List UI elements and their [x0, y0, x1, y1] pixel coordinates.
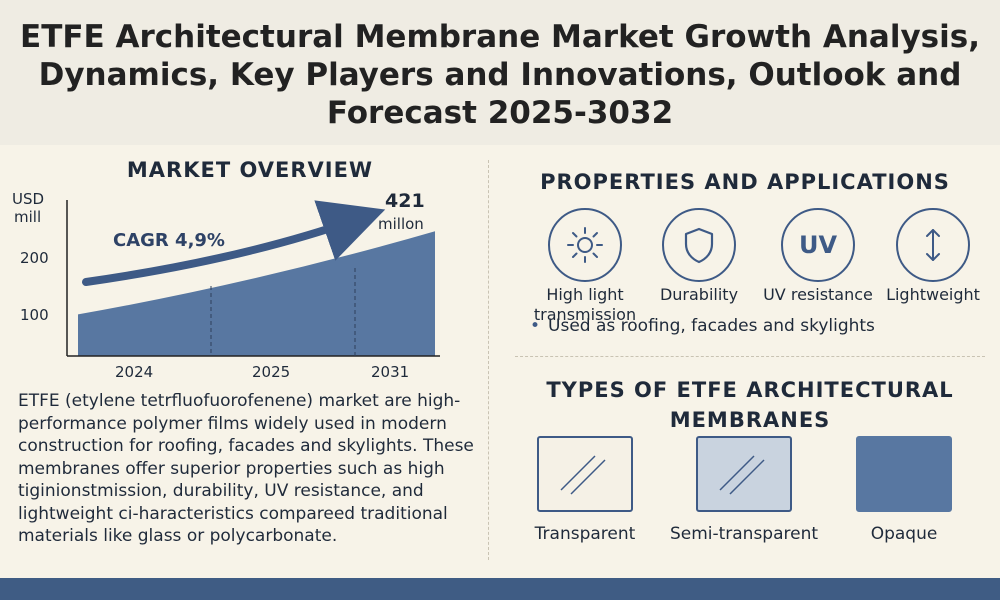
y-axis-label-line-2: mill	[14, 208, 41, 226]
footer-bar	[0, 578, 1000, 600]
x-tick-2031: 2031	[371, 363, 409, 381]
transparent-swatch	[537, 436, 633, 512]
property-durability: Durability	[639, 208, 759, 305]
usage-bullet: • Used as roofing, facades and skylights	[530, 316, 875, 336]
vertical-arrows-icon	[896, 208, 970, 282]
usage-text: Used as roofing, facades and skylights	[548, 316, 875, 336]
property-label-line: transmission	[533, 305, 637, 324]
property-lightweight: Lightweight	[873, 208, 993, 305]
market-chart: USD mill 200 100 CAGR 4,9% 421 millon 20…	[12, 190, 440, 381]
type-label: Semi-transparent	[669, 524, 819, 544]
semi-transparent-swatch	[696, 436, 792, 512]
uv-icon: UV	[781, 208, 855, 282]
header-banner	[0, 0, 1000, 145]
y-axis-label-line-1: USD	[12, 190, 44, 208]
bullet-icon: •	[530, 316, 541, 336]
y-tick-200: 200	[20, 249, 49, 267]
types-heading: TYPES OF ETFE ARCHITECTURAL MEMBRANES	[520, 375, 980, 435]
market-overview-heading: MARKET OVERVIEW	[126, 158, 374, 182]
y-tick-100: 100	[20, 306, 49, 324]
types-heading-line: MEMBRANES	[669, 408, 831, 432]
x-tick-2024: 2024	[115, 363, 153, 381]
growth-arrow	[82, 200, 386, 286]
shield-icon	[662, 208, 736, 282]
property-label-line: UV resistance	[763, 285, 873, 304]
sun-icon	[548, 208, 622, 282]
page-title: ETFE Architectural Membrane Market Growt…	[20, 19, 980, 131]
property-uv-resistance: UV UV resistance	[758, 208, 878, 305]
types-heading-line: TYPES OF ETFE ARCHITECTURAL	[546, 378, 954, 402]
type-label: Opaque	[870, 524, 938, 544]
property-label-line: Lightweight	[886, 285, 980, 304]
properties-heading: PROPERTIES AND APPLICATIONS	[540, 170, 950, 194]
type-transparent: Transparent	[505, 436, 665, 544]
cagr-label: CAGR 4,9%	[113, 230, 225, 251]
type-label: Transparent	[534, 524, 636, 544]
horizontal-divider	[515, 356, 985, 357]
overview-description: ETFE (etylene tetrfluofuorofenene) marke…	[18, 391, 474, 546]
type-opaque: Opaque	[824, 436, 984, 544]
end-unit-label: millon	[378, 215, 424, 233]
property-label-line: Durability	[659, 285, 739, 304]
end-value-label: 421	[385, 190, 425, 212]
property-high-light: High light transmission	[525, 208, 645, 325]
x-tick-2025: 2025	[252, 363, 290, 381]
opaque-swatch	[856, 436, 952, 512]
market-area	[78, 231, 435, 356]
vertical-divider	[488, 160, 489, 560]
type-semi-transparent: Semi-transparent	[664, 436, 824, 544]
property-label-line: High light	[546, 285, 624, 304]
